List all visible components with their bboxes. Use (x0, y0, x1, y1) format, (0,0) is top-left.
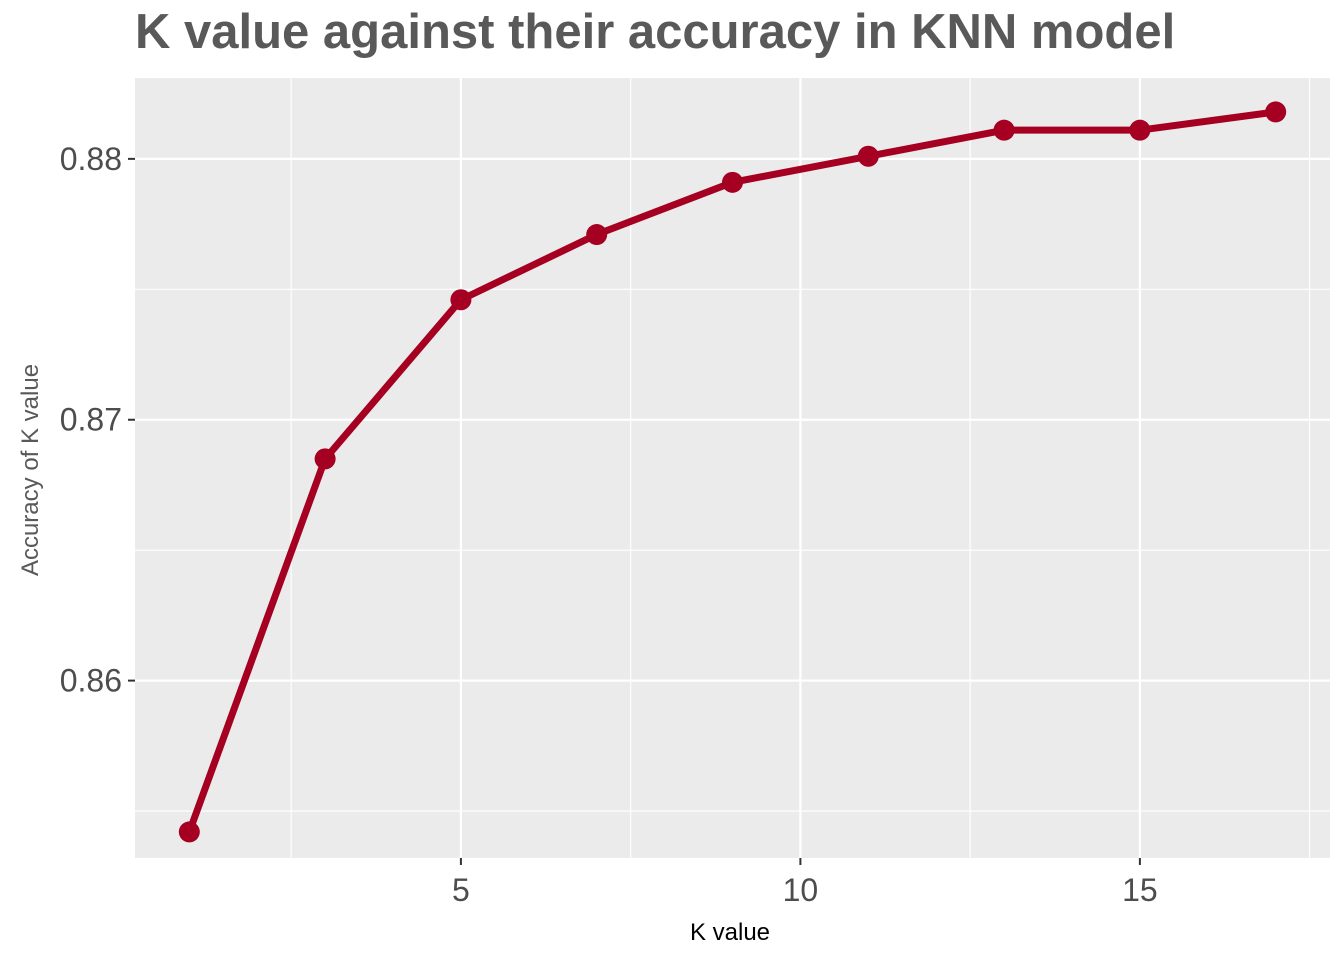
major-gridlines (135, 78, 1330, 858)
data-point (586, 224, 608, 246)
data-point (722, 171, 743, 193)
plot-panel (135, 78, 1330, 858)
line-segment (321, 296, 465, 463)
data-point (857, 145, 879, 167)
y-tick-label: 0.87 (60, 402, 122, 438)
data-point (993, 119, 1015, 141)
y-axis-tick-labels: 0.86 0.87 0.88 (60, 141, 122, 699)
data-point (1265, 101, 1287, 123)
y-axis-ticks (128, 157, 135, 682)
data-point (314, 448, 336, 470)
y-tick-label: 0.86 (60, 663, 122, 699)
x-tick-label: 15 (1122, 872, 1158, 908)
x-axis-tick-labels: 5 10 15 (452, 872, 1158, 908)
line-segment (185, 455, 329, 836)
x-tick-label: 10 (783, 872, 819, 908)
y-axis-title: Accuracy of K value (17, 364, 44, 576)
data-point (178, 821, 200, 843)
line-segment (864, 126, 1008, 160)
line-segment (1136, 108, 1280, 134)
data-point (450, 289, 472, 311)
line-segment (457, 231, 601, 304)
line-segment (593, 178, 736, 239)
x-tick-label: 5 (452, 872, 470, 908)
minor-gridlines (135, 78, 1330, 858)
y-tick-label: 0.88 (60, 141, 122, 177)
chart-title: K value against their accuracy in KNN mo… (135, 5, 1176, 59)
data-point (1129, 119, 1151, 141)
series-points (178, 101, 1287, 843)
series-lines (185, 108, 1280, 836)
x-axis-title: K value (690, 919, 770, 946)
x-axis-ticks (459, 858, 1141, 865)
line-segment (729, 152, 872, 186)
